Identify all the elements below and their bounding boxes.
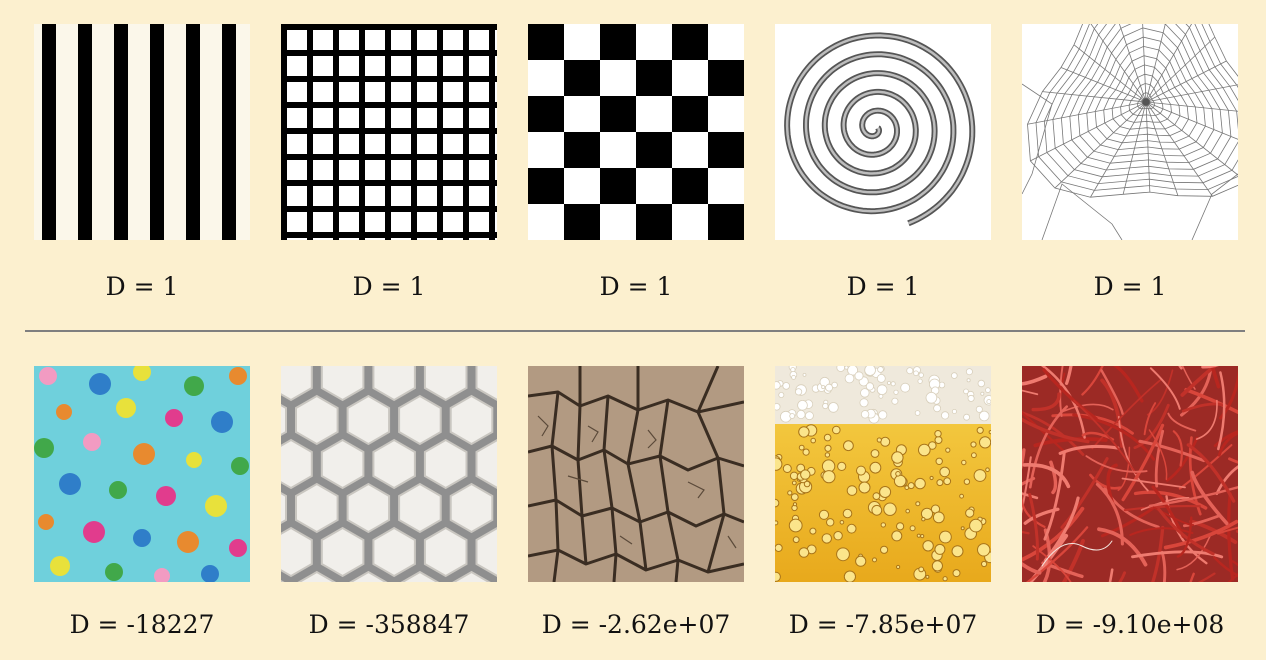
- divider: [25, 330, 1245, 332]
- tile-label: D = 1: [352, 272, 426, 301]
- spiderweb-texture: [1022, 24, 1238, 240]
- grid-texture: [281, 24, 497, 240]
- tile-label: D = -9.10e+08: [1035, 610, 1225, 639]
- cracked-earth-texture: [528, 366, 744, 582]
- tile-label: D = 1: [599, 272, 673, 301]
- tile-label: D = -18227: [69, 610, 215, 639]
- tile-label: D = -358847: [308, 610, 470, 639]
- honeycomb-texture: [281, 366, 497, 582]
- tile-label: D = 1: [846, 272, 920, 301]
- tile-label: D = 1: [105, 272, 179, 301]
- tile-label: D = 1: [1093, 272, 1167, 301]
- beer-bubbles-texture: [775, 366, 991, 582]
- spiral-texture: [775, 24, 991, 240]
- tile-label: D = -2.62e+07: [541, 610, 731, 639]
- stripes-texture: [34, 24, 250, 240]
- tile-label: D = -7.85e+07: [788, 610, 978, 639]
- checkerboard-texture: [528, 24, 744, 240]
- red-fibers-texture: [1022, 366, 1238, 582]
- polka-dots-texture: [34, 366, 250, 582]
